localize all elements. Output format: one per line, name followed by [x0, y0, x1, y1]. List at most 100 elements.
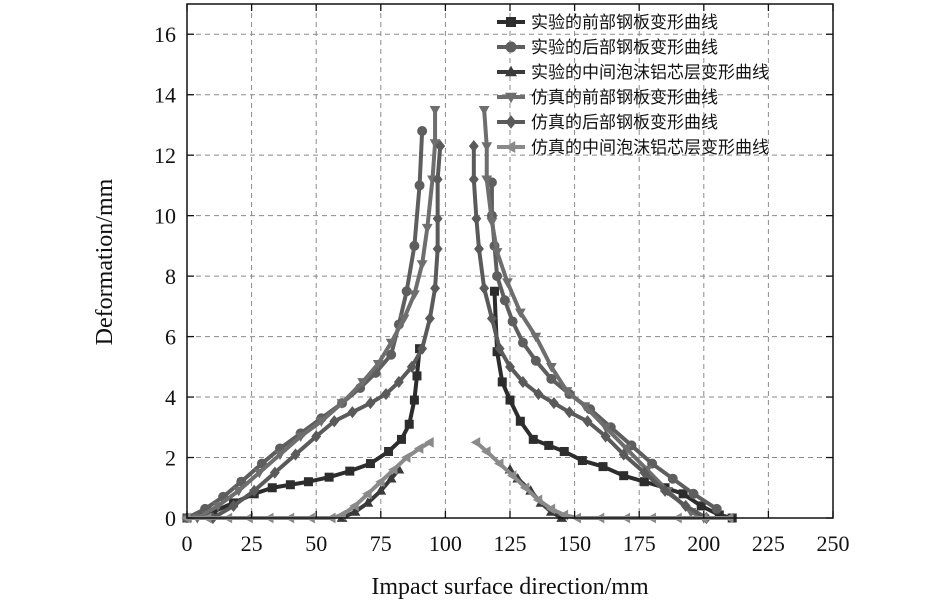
series-line	[185, 128, 425, 520]
data-point	[481, 175, 493, 185]
x-tick-label: 75	[370, 531, 392, 556]
data-point	[408, 290, 420, 300]
data-point	[181, 512, 191, 524]
y-tick-label: 4	[165, 385, 176, 410]
legend-label: 实验的前部钢板变形曲线	[531, 13, 718, 33]
data-point	[432, 212, 443, 225]
data-point	[375, 485, 387, 495]
data-point	[414, 180, 425, 191]
x-tick-label: 125	[494, 531, 527, 556]
data-point	[486, 312, 497, 325]
y-axis-title: Deformation/mm	[92, 178, 118, 345]
data-point	[269, 466, 280, 479]
data-point	[579, 402, 591, 412]
series-line	[195, 107, 438, 520]
data-point	[660, 484, 670, 497]
data-point	[492, 347, 502, 357]
data-point	[481, 142, 493, 152]
data-point	[435, 140, 446, 153]
data-point	[505, 41, 517, 53]
data-point	[349, 506, 361, 516]
legend-label: 仿真的前部钢板变形曲线	[531, 88, 718, 108]
data-point	[667, 473, 678, 484]
data-point	[290, 448, 301, 461]
data-point	[432, 242, 443, 255]
data-point	[479, 282, 490, 295]
data-point	[384, 446, 394, 456]
data-point	[519, 482, 530, 494]
series-layer	[181, 105, 737, 525]
data-point	[365, 397, 376, 410]
data-point	[357, 378, 369, 388]
data-point	[618, 448, 629, 461]
data-point	[532, 494, 543, 506]
data-point	[365, 459, 375, 469]
data-point	[349, 500, 359, 512]
data-point	[372, 359, 384, 370]
grid-lines	[187, 4, 833, 518]
data-point	[711, 503, 722, 514]
data-point	[396, 434, 406, 444]
data-point	[386, 349, 397, 360]
data-point	[678, 489, 688, 499]
data-point	[533, 387, 544, 401]
legend-item: 实验的后部钢板变形曲线	[497, 38, 718, 58]
legend-label: 实验的后部钢板变形曲线	[531, 38, 718, 58]
data-point	[491, 248, 503, 258]
data-point	[619, 471, 629, 481]
data-point	[388, 464, 398, 476]
data-point	[545, 503, 556, 515]
data-point	[714, 510, 724, 520]
y-tick-label: 8	[165, 264, 176, 289]
data-point	[639, 466, 650, 479]
legend-item: 仿真的前部钢板变形曲线	[497, 88, 718, 108]
data-point	[468, 173, 479, 186]
data-point	[494, 458, 504, 469]
data-point	[497, 377, 507, 387]
x-tick-label: 150	[558, 531, 591, 556]
data-point	[315, 417, 327, 427]
legend: 实验的前部钢板变形曲线实验的后部钢板变形曲线实验的中间泡沫铝芯层变形曲线仿真的前…	[497, 13, 769, 158]
data-point	[398, 314, 410, 325]
data-point	[492, 271, 503, 282]
data-point	[417, 342, 428, 355]
y-tick-label: 2	[165, 446, 176, 471]
data-point	[471, 212, 482, 225]
data-point	[401, 286, 412, 297]
data-point	[362, 497, 374, 507]
x-tick-label: 175	[623, 531, 656, 556]
x-tick-label: 225	[752, 531, 785, 556]
data-point	[347, 406, 358, 419]
data-point	[416, 260, 428, 270]
x-tick-label: 200	[687, 531, 720, 556]
data-point	[530, 355, 541, 366]
data-point	[362, 488, 372, 500]
data-point	[285, 480, 295, 490]
data-point	[274, 450, 286, 461]
data-point	[424, 312, 435, 325]
data-point	[470, 437, 481, 448]
data-point	[620, 444, 632, 455]
data-point	[311, 430, 322, 443]
data-point	[517, 337, 528, 348]
data-point	[598, 462, 608, 472]
data-point	[515, 416, 525, 426]
data-point	[385, 338, 397, 349]
data-point	[481, 446, 491, 457]
x-tick-label: 50	[305, 531, 327, 556]
data-point	[507, 316, 518, 327]
data-point	[577, 456, 587, 466]
data-point	[474, 242, 484, 255]
data-point	[429, 139, 441, 149]
data-point	[468, 140, 479, 153]
data-point	[228, 499, 239, 512]
series-1	[182, 286, 737, 523]
legend-item: 实验的前部钢板变形曲线	[497, 13, 718, 33]
data-point	[556, 512, 568, 522]
data-point	[696, 501, 706, 511]
y-tick-label: 0	[165, 506, 176, 531]
axis-ticks: 0 25 50 75 100 125 150 175 200 225 250 0 2 4 6 8 10 12 14 1…	[154, 4, 850, 556]
x-tick-label: 250	[817, 531, 850, 556]
data-point	[559, 446, 569, 456]
data-point	[548, 397, 559, 410]
